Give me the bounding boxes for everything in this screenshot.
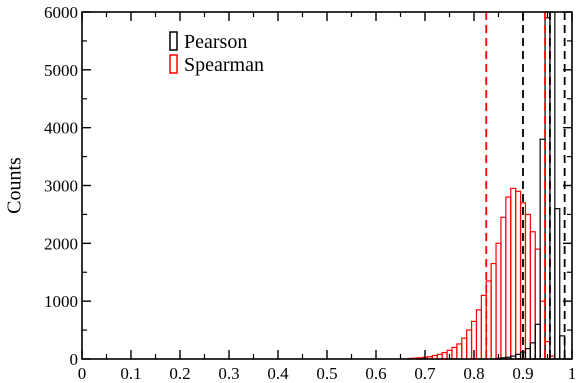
y-tick-label: 5000 (44, 61, 78, 80)
spearman-bar (490, 262, 497, 360)
spearman-bar (515, 190, 522, 360)
x-tick-label: 0.6 (365, 364, 386, 383)
plot-frame (81, 11, 573, 360)
spearman-bar (451, 346, 458, 360)
y-tick-label: 1000 (44, 292, 78, 311)
pearson-bar (524, 347, 531, 360)
x-tick-label: 0 (78, 364, 87, 383)
pearson-bar (529, 342, 536, 360)
spearman-bar (456, 343, 463, 360)
spearman-bar (534, 248, 541, 360)
pearson-legend-label: Pearson (184, 31, 247, 53)
spearman-bar (461, 337, 468, 360)
x-tick-label: 0.1 (120, 364, 141, 383)
y-axis-title: Counts (4, 157, 26, 214)
x-tick-label: 0.4 (267, 364, 289, 383)
spearman-bar (466, 329, 473, 360)
spearman-bar (495, 242, 502, 360)
x-tick-label: 0.3 (218, 364, 239, 383)
y-tick-label: 2000 (44, 234, 78, 253)
y-tick-label: 0 (70, 350, 79, 369)
pearson-bar (534, 323, 541, 360)
spearman-bar (441, 352, 448, 360)
x-tick-label: 0.5 (316, 364, 337, 383)
x-tick-label: 0.8 (463, 364, 484, 383)
x-tick-label: 0.2 (169, 364, 190, 383)
pearson-legend-swatch (169, 31, 178, 51)
spearman-bar (475, 309, 482, 360)
y-tick-label: 6000 (44, 3, 78, 22)
spearman-legend-swatch (169, 54, 178, 74)
spearman-bar (510, 187, 517, 360)
spearman-legend-label: Spearman (184, 54, 264, 76)
x-tick-label: 0.9 (512, 364, 533, 383)
x-tick-label: 0.7 (414, 364, 436, 383)
x-tick-label: 1 (568, 364, 577, 383)
spearman-bar (524, 213, 531, 360)
spearman-bar (529, 231, 536, 360)
tick-labels-layer: 0 0.1 0.2 0.3 0.4 0.5 0.6 0.7 0.8 0.9 1 0 1000 2000 30… (44, 3, 576, 383)
y-tick-label: 4000 (44, 119, 78, 138)
pearson-bar (554, 208, 561, 360)
ticks-layer (81, 11, 573, 360)
y-tick-label: 3000 (44, 177, 78, 196)
spearman-bar (505, 196, 512, 360)
spearman-bar (500, 216, 507, 360)
